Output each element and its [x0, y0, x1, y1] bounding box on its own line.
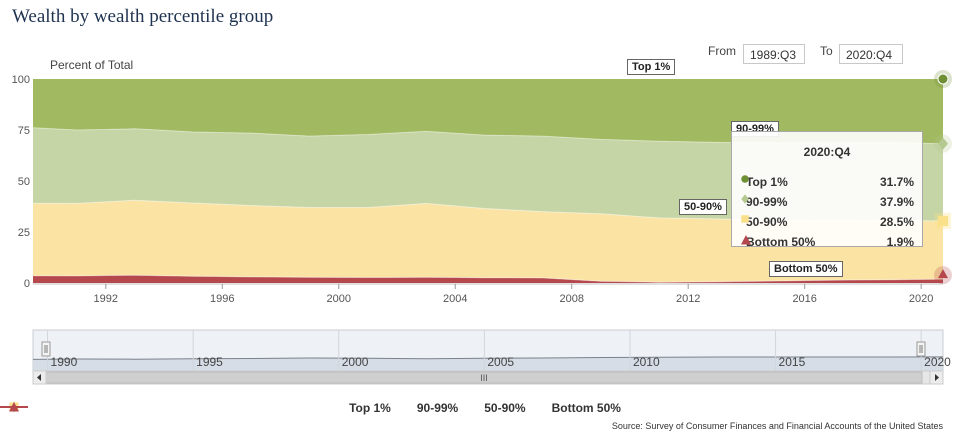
end-marker-90-99	[938, 137, 948, 150]
range-to-input[interactable]: 2020:Q4	[839, 44, 903, 64]
tooltip-row: Bottom 50% 1.9%	[740, 234, 914, 250]
x-tick-2020: 2020	[909, 293, 933, 305]
navigator-tick-1990: 1990	[51, 355, 78, 369]
range-from-input[interactable]: 1989:Q3	[743, 44, 805, 64]
navigator-handle-left[interactable]	[41, 341, 51, 357]
chart-title: Wealth by wealth percentile group	[12, 6, 274, 27]
y-tick-25: 25	[18, 227, 30, 239]
x-axis: 1992 1996 2000 2004 2008 2012 2016 2020	[33, 283, 943, 305]
tooltip-row: Top 1% 31.7%	[740, 174, 914, 190]
navigator-tick-2020: 2020	[924, 355, 951, 369]
area-top-1	[33, 79, 943, 144]
scroll-right-arrow-icon	[935, 374, 939, 381]
y-tick-75: 75	[18, 125, 30, 137]
y-axis: 0 25 50 75 100	[12, 74, 30, 290]
y-tick-0: 0	[24, 278, 30, 290]
flag-50-90: 50-90%	[679, 199, 727, 215]
range-from-label: From	[708, 44, 736, 58]
tooltip-row-value: 1.9%	[886, 235, 914, 249]
legend-label: Bottom 50%	[551, 401, 621, 415]
tooltip-row-label: 90-99%	[746, 195, 788, 209]
legend-item[interactable]: Bottom 50%	[0, 401, 621, 415]
x-tick-2008: 2008	[559, 293, 583, 305]
y-tick-100: 100	[12, 74, 30, 86]
legend-swatch	[0, 402, 28, 412]
triangle-icon	[741, 235, 751, 245]
legend: Top 1% 90-99% 50-90% Bottom 50%	[0, 401, 970, 415]
end-markers	[934, 70, 952, 285]
navigator-tick-2010: 2010	[633, 355, 660, 369]
area-90-99	[33, 127, 943, 221]
x-tick-1992: 1992	[94, 293, 118, 305]
tooltip-row-label: Top 1%	[746, 175, 788, 189]
tooltip-row-label: Bottom 50%	[746, 235, 816, 249]
tooltip-row-value: 31.7%	[879, 175, 914, 189]
navigator-series-fill	[33, 356, 943, 371]
tooltip-row: 90-99% 37.9%	[740, 194, 914, 210]
legend-label: Top 1%	[349, 401, 391, 415]
area-50-90	[33, 200, 943, 283]
diamond-icon	[741, 194, 749, 204]
scrollbar-grip: III	[480, 373, 488, 383]
x-tick-2012: 2012	[676, 293, 700, 305]
end-marker-bottom50	[938, 269, 948, 279]
legend-item[interactable]: 50-90%	[0, 401, 526, 415]
circle-icon	[741, 175, 749, 183]
legend-label: 50-90%	[484, 401, 526, 415]
navigator-handle-right[interactable]	[916, 341, 926, 357]
boundary-bottom-50	[32, 274, 944, 283]
flag-bottom50: Bottom 50%	[769, 261, 843, 277]
plot-areas	[33, 79, 943, 283]
navigator-tick-2015: 2015	[779, 355, 806, 369]
tooltip-row: 50-90% 28.5%	[740, 214, 914, 230]
navigator-tick-2005: 2005	[487, 355, 514, 369]
source-note: Source: Survey of Consumer Finances and …	[611, 421, 943, 431]
tooltip: 2020:Q4 Top 1% 31.7% 90-99% 37.9% 50-90% 28.5…	[731, 131, 923, 250]
navigator-tick-2000: 2000	[342, 355, 369, 369]
x-tick-1996: 1996	[210, 293, 234, 305]
tooltip-row-value: 28.5%	[879, 215, 914, 229]
x-tick-2000: 2000	[327, 293, 351, 305]
tooltip-title: 2020:Q4	[803, 145, 851, 159]
legend-item[interactable]: Top 1%	[0, 401, 391, 415]
triangle-icon	[9, 402, 19, 412]
end-marker-50-90	[938, 215, 948, 226]
x-tick-2004: 2004	[443, 293, 467, 305]
navigator-tick-1995: 1995	[196, 355, 223, 369]
navigator: 1990 1995 2000 2005 2010 2015 2020 III	[32, 329, 951, 385]
legend-item[interactable]: 90-99%	[0, 401, 459, 415]
y-tick-50: 50	[18, 176, 30, 188]
range-to-label: To	[820, 44, 833, 58]
square-icon	[741, 215, 749, 223]
end-marker-top1	[937, 73, 949, 85]
tooltip-row-label: 50-90%	[746, 215, 788, 229]
y-axis-label: Percent of Total	[50, 58, 133, 72]
area-bottom-50	[33, 275, 943, 283]
x-tick-2016: 2016	[792, 293, 816, 305]
legend-label: 90-99%	[416, 401, 459, 415]
tooltip-row-value: 37.9%	[879, 195, 914, 209]
flag-top1: Top 1%	[627, 59, 676, 75]
scroll-left-arrow-icon	[37, 374, 41, 381]
